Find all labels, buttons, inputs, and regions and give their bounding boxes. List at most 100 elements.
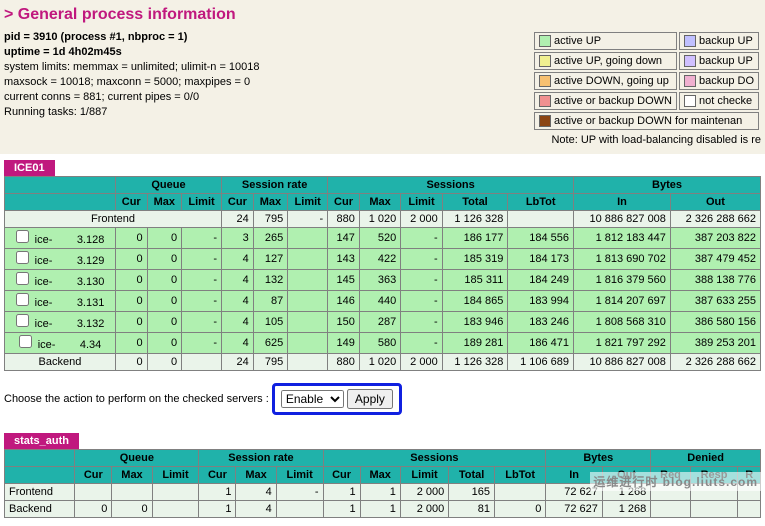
cell: 1 808 568 310 (574, 312, 671, 333)
row-checkbox[interactable] (16, 230, 29, 243)
col-header: Out (670, 194, 760, 211)
cell: 389 253 201 (670, 333, 760, 354)
legend-swatch (539, 75, 551, 87)
action-select[interactable]: EnableDisable (281, 390, 344, 408)
row-checkbox[interactable] (19, 335, 32, 348)
cell (651, 501, 690, 518)
col-group: Queue (115, 177, 221, 194)
cell: 10 886 827 008 (574, 354, 671, 371)
process-info: pid = 3910 (process #1, nbproc = 1) upti… (4, 30, 532, 146)
legend-swatch (539, 95, 551, 107)
legend-cell: backup DO (679, 72, 759, 90)
cell: 0 (147, 228, 181, 249)
row-checkbox-cell: ice- 4.34 (5, 333, 116, 354)
cell: - (276, 484, 323, 501)
cell: 81 (449, 501, 495, 518)
cell: 183 946 (442, 312, 508, 333)
col-group: Denied (651, 450, 761, 467)
cell: 520 (359, 228, 400, 249)
cell: 387 479 452 (670, 249, 760, 270)
col-header: Max (112, 467, 152, 484)
col-header (5, 194, 116, 211)
cell: 1 (199, 484, 236, 501)
cell: 387 633 255 (670, 291, 760, 312)
row-checkbox[interactable] (16, 314, 29, 327)
cell: 4 (222, 249, 254, 270)
row-checkbox[interactable] (16, 272, 29, 285)
cell: 440 (359, 291, 400, 312)
action-line: Choose the action to perform on the chec… (0, 379, 765, 427)
cell: 580 (359, 333, 400, 354)
row-checkbox-cell: ice- 3.131 (5, 291, 116, 312)
cell: 24 (222, 354, 254, 371)
cell (75, 484, 112, 501)
cell: 184 865 (442, 291, 508, 312)
page-title: > General process information (0, 0, 765, 28)
legend-table: active UPbackup UPactive UP, going downb… (532, 30, 761, 132)
cell: 1 106 689 (508, 354, 574, 371)
row-name: Backend (5, 354, 116, 371)
cell: 143 (328, 249, 360, 270)
cell: 183 246 (508, 312, 574, 333)
limits-line: system limits: memmax = unlimited; ulimi… (4, 60, 532, 75)
cell: 10 886 827 008 (574, 211, 671, 228)
row-checkbox[interactable] (16, 293, 29, 306)
pid-line: pid = 3910 (process #1, nbproc = 1) (4, 31, 187, 43)
col-header: Limit (182, 194, 222, 211)
cell: 0 (112, 501, 152, 518)
cell (152, 501, 199, 518)
cell: 24 (222, 211, 254, 228)
cell (494, 484, 545, 501)
row-checkbox[interactable] (16, 251, 29, 264)
cell: 184 556 (508, 228, 574, 249)
cell: 363 (359, 270, 400, 291)
legend-cell: backup UP (679, 32, 759, 50)
cell: 150 (328, 312, 360, 333)
legend-swatch (539, 55, 551, 67)
col-header: Max (359, 194, 400, 211)
col-header: Cur (222, 194, 254, 211)
legend-cell: active UP, going down (534, 52, 677, 70)
col-group (5, 177, 116, 194)
cell: 2 326 288 662 (670, 211, 760, 228)
table-title-ice01: ICE01 (4, 160, 55, 176)
col-header: Total (442, 194, 508, 211)
cell: 287 (359, 312, 400, 333)
cell: 1 (199, 501, 236, 518)
col-group: Session rate (222, 177, 328, 194)
cell: 186 177 (442, 228, 508, 249)
apply-button[interactable]: Apply (347, 389, 393, 409)
col-header: Cur (323, 467, 360, 484)
cell: 1 814 207 697 (574, 291, 671, 312)
ice01-table: QueueSession rateSessionsBytesCurMaxLimi… (4, 176, 761, 371)
cell: 1 (323, 501, 360, 518)
legend-cell: active or backup DOWN for maintenan (534, 112, 759, 130)
cell: 0 (115, 354, 147, 371)
legend-cell: active UP (534, 32, 677, 50)
cell: 386 580 156 (670, 312, 760, 333)
cell: 0 (115, 291, 147, 312)
cell: 3 (222, 228, 254, 249)
col-header: LbTot (508, 194, 574, 211)
cell (288, 354, 328, 371)
col-header: Total (449, 467, 495, 484)
col-group: Bytes (574, 177, 761, 194)
cell: 186 471 (508, 333, 574, 354)
cell: 145 (328, 270, 360, 291)
cell: 0 (75, 501, 112, 518)
row-checkbox-cell: ice- 3.130 (5, 270, 116, 291)
cell: 184 249 (508, 270, 574, 291)
cell: - (182, 228, 222, 249)
legend-swatch (684, 95, 696, 107)
cell: - (182, 291, 222, 312)
col-header: Cur (115, 194, 147, 211)
col-group: Queue (75, 450, 199, 467)
cell: 880 (328, 211, 360, 228)
cell: - (401, 291, 442, 312)
legend: active UPbackup UPactive UP, going downb… (532, 30, 761, 146)
cell: 185 311 (442, 270, 508, 291)
cell: 265 (253, 228, 287, 249)
cell: 387 203 822 (670, 228, 760, 249)
cell: 1 126 328 (442, 354, 508, 371)
table-title-stats: stats_auth (4, 433, 79, 449)
